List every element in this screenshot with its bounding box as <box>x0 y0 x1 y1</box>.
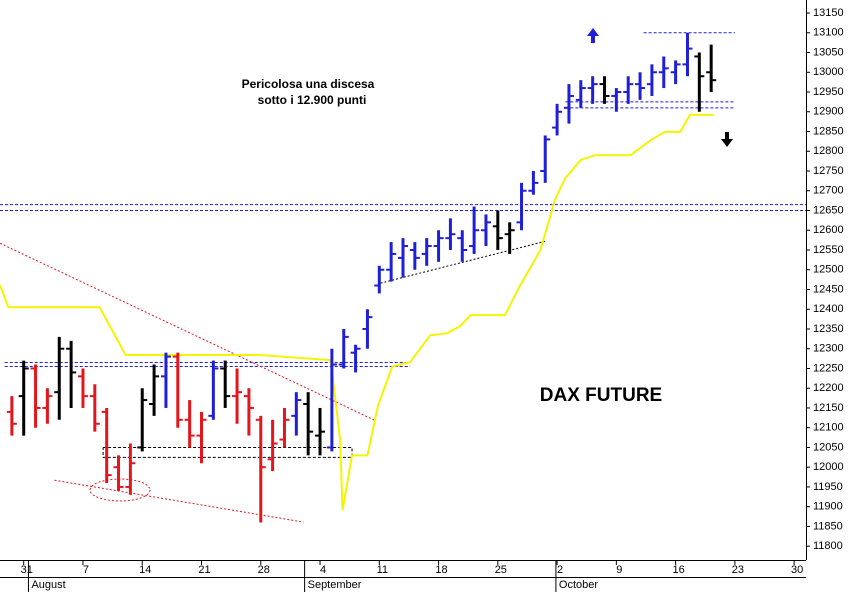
y-tick-label: 12000 <box>813 461 844 473</box>
y-tick-label: 12450 <box>813 283 844 295</box>
y-tick-label: 12150 <box>813 402 844 414</box>
x-tick-label: 25 <box>495 564 507 576</box>
y-tick-label: 12800 <box>813 145 844 157</box>
y-tick-label: 12700 <box>813 185 844 197</box>
x-tick-label: 23 <box>732 564 744 576</box>
y-tick-label: 12500 <box>813 264 844 276</box>
x-tick-label: 28 <box>258 564 270 576</box>
level-line <box>102 446 353 458</box>
x-tick-label: 7 <box>83 564 89 576</box>
annotation: sotto i 12.900 punti <box>258 93 367 107</box>
y-tick-label: 12050 <box>813 441 844 453</box>
level-line <box>0 242 375 421</box>
y-tick-label: 13150 <box>813 7 844 19</box>
x-tick-label: 11 <box>377 564 388 576</box>
y-tick-label: 12200 <box>813 382 844 394</box>
month-label: October <box>559 579 598 591</box>
chart-title: DAX FUTURE <box>540 385 662 406</box>
y-tick-label: 13100 <box>813 27 844 39</box>
x-tick-label: 9 <box>616 564 622 576</box>
y-tick-label: 12300 <box>813 343 844 355</box>
x-tick-label: 31 <box>21 564 33 576</box>
x-tick-label: 16 <box>672 564 684 576</box>
y-tick-label: 11950 <box>813 481 843 493</box>
down-arrow <box>721 132 733 147</box>
y-tick-label: 12650 <box>813 204 844 216</box>
up-arrow <box>587 28 599 43</box>
x-tick-label: 30 <box>791 564 803 576</box>
x-tick-label: 18 <box>435 564 447 576</box>
x-tick-label: 2 <box>557 564 563 576</box>
y-tick-label: 12950 <box>813 86 844 98</box>
y-tick-label: 12250 <box>813 362 844 374</box>
y-tick-label: 12900 <box>813 106 844 118</box>
month-label: August <box>31 579 65 591</box>
y-tick-label: 12400 <box>813 303 844 315</box>
y-tick-label: 12100 <box>813 422 844 434</box>
level-line <box>380 240 546 284</box>
x-tick-label: 21 <box>198 564 210 576</box>
y-tick-label: 12600 <box>813 224 844 236</box>
y-tick-label: 12550 <box>813 244 844 256</box>
x-tick-label: 4 <box>320 564 326 576</box>
y-tick-label: 11850 <box>813 520 843 532</box>
y-tick-label: 11800 <box>813 540 843 552</box>
y-tick-label: 13000 <box>813 66 844 78</box>
x-tick-label: 14 <box>139 564 151 576</box>
y-tick-label: 12350 <box>813 323 844 335</box>
y-tick-label: 12750 <box>813 165 844 177</box>
y-tick-label: 12850 <box>813 125 844 137</box>
y-tick-label: 11900 <box>813 501 843 513</box>
month-label: September <box>308 579 362 591</box>
trailing-line <box>0 113 714 511</box>
y-tick-label: 13050 <box>813 46 844 58</box>
annotation: Pericolosa una discesa <box>242 77 375 91</box>
